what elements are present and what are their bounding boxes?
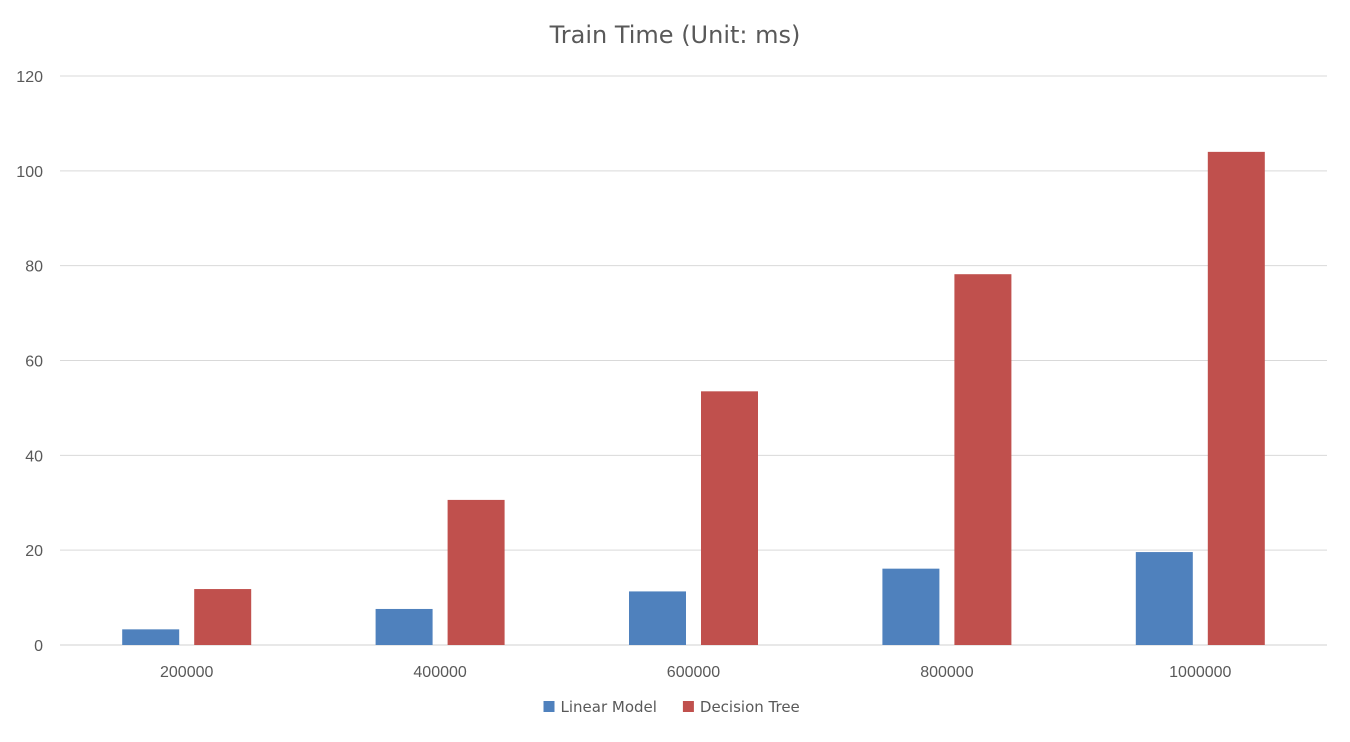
bar-decision-tree [194, 589, 252, 645]
legend-item: Linear Model [543, 698, 657, 716]
legend-label: Decision Tree [700, 698, 800, 716]
bar-decision-tree [1207, 151, 1265, 645]
gridlines [60, 75, 1327, 646]
bar-decision-tree [954, 274, 1012, 645]
bar-decision-tree [701, 391, 758, 645]
x-tick-label: 800000 [920, 664, 973, 681]
bar-linear-model [1135, 552, 1193, 645]
y-tick-label: 100 [16, 164, 43, 181]
bar-linear-model [882, 568, 940, 645]
legend-swatch [682, 701, 694, 712]
legend-label: Linear Model [561, 698, 657, 716]
y-tick-label: 20 [25, 543, 43, 560]
y-tick-label: 40 [25, 448, 43, 465]
bar-linear-model [375, 608, 433, 645]
y-tick-label: 80 [25, 259, 43, 276]
y-tick-label: 0 [34, 638, 43, 655]
x-tick-label: 1000000 [1169, 664, 1231, 681]
bar-linear-model [122, 629, 180, 645]
x-tick-label: 600000 [667, 664, 720, 681]
bars [122, 151, 1265, 645]
bar-decision-tree [447, 499, 505, 645]
y-tick-label: 60 [25, 354, 43, 371]
legend-swatch [543, 701, 555, 712]
x-axis-ticks: 200000 400000 600000 800000 1000000 [160, 664, 1232, 681]
bar-linear-model [629, 591, 686, 645]
chart-title: Train Time (Unit: ms) [549, 21, 801, 49]
legend-item: Decision Tree [682, 698, 800, 716]
y-tick-label: 120 [16, 69, 43, 86]
y-axis-ticks: 0 20 40 60 80 100 120 [16, 69, 43, 655]
x-tick-label: 200000 [160, 664, 213, 681]
legend: Linear Model Decision Tree [543, 698, 800, 716]
x-tick-label: 400000 [413, 664, 466, 681]
